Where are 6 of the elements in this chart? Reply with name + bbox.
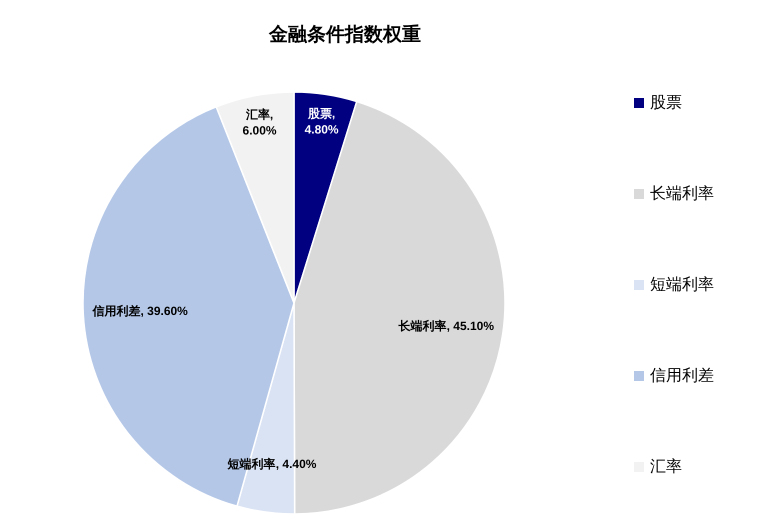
chart-title: 金融条件指数权重	[268, 24, 421, 46]
legend-label: 信用利差	[650, 366, 714, 384]
legend-label: 汇率	[650, 458, 682, 476]
legend-label: 短端利率	[650, 276, 714, 294]
legend-label: 股票	[650, 94, 682, 112]
legend-label: 长端利率	[650, 184, 714, 202]
